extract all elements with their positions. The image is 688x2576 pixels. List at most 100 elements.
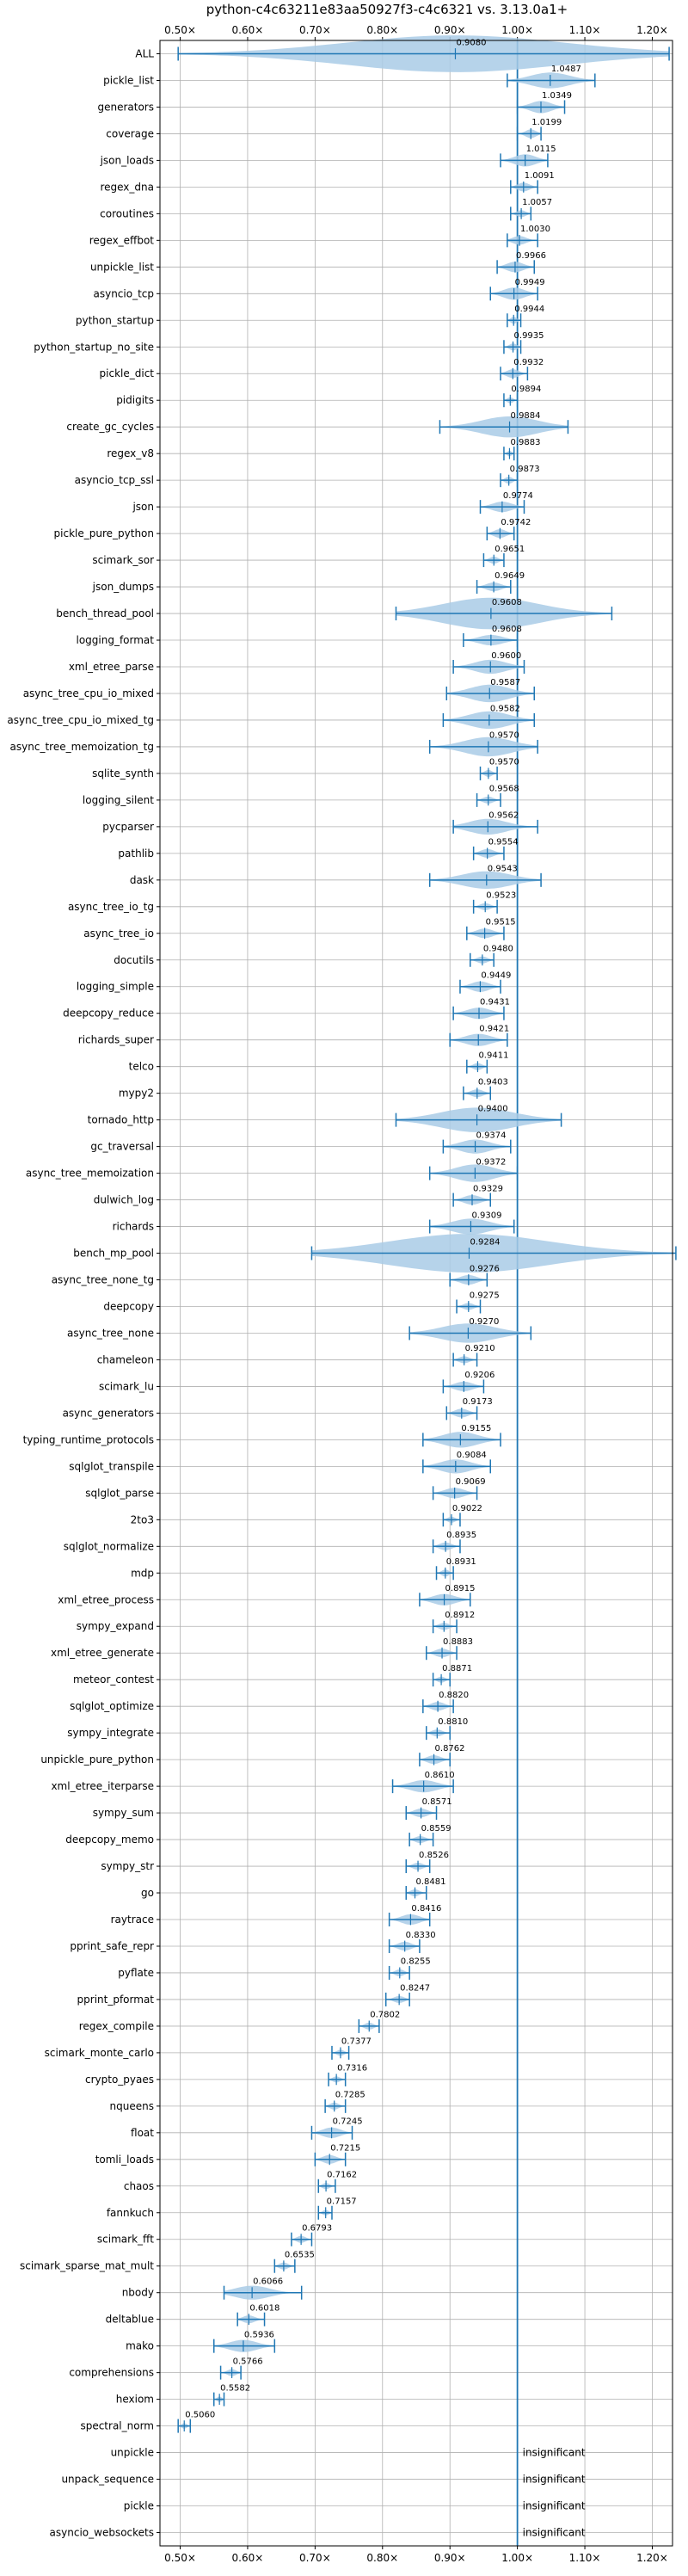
value-label: 0.9873 <box>510 465 540 474</box>
value-label: 0.9431 <box>480 998 510 1008</box>
value-label: 0.8610 <box>425 1771 455 1780</box>
y-tick-label: mypy2 <box>119 1088 154 1100</box>
y-tick-label: async_generators <box>63 1407 154 1419</box>
y-tick-label: tomli_loads <box>95 2154 154 2166</box>
value-label: 1.0199 <box>531 118 562 127</box>
y-tick-label: go <box>141 1887 154 1899</box>
y-tick-label: fannkuch <box>107 2207 154 2219</box>
y-tick-label: sqlglot_parse <box>85 1487 154 1499</box>
y-tick-label: chaos <box>124 2180 154 2192</box>
y-tick-label: coroutines <box>100 207 154 219</box>
y-tick-label: crypto_pyaes <box>85 2074 154 2086</box>
value-label: 0.9554 <box>488 838 519 847</box>
value-label: 1.0115 <box>526 145 556 154</box>
y-tick-label: scimark_sparse_mat_mult <box>20 2260 154 2272</box>
y-tick-label: scimark_fft <box>97 2234 154 2246</box>
y-tick-label: pyflate <box>118 1967 154 1979</box>
y-tick-label: pprint_safe_repr <box>70 1940 154 1952</box>
y-tick-label: async_tree_cpu_io_mixed_tg <box>7 714 154 726</box>
value-label: 0.9210 <box>465 1344 495 1353</box>
value-label: 0.9515 <box>486 918 516 927</box>
value-label: 0.7245 <box>333 2117 363 2127</box>
insignificant-label: insignificant <box>523 2500 586 2512</box>
plot-frame <box>159 40 673 2547</box>
value-label: 0.9206 <box>464 1371 494 1380</box>
y-tick-label: async_tree_io <box>83 927 154 940</box>
value-label: 0.9270 <box>469 1317 499 1327</box>
x-tick-label-top: 0.70× <box>299 24 331 36</box>
y-tick-label: logging_format <box>76 634 154 646</box>
value-label: 0.9570 <box>489 758 519 767</box>
y-tick-label: docutils <box>114 954 154 966</box>
value-label: 0.8571 <box>422 1797 452 1807</box>
y-tick-label: richards <box>113 1221 154 1233</box>
x-tick-label-bottom: 1.00× <box>501 2552 533 2564</box>
y-tick-label: sqlglot_normalize <box>64 1540 154 1552</box>
y-tick-label: xml_etree_parse <box>69 661 154 673</box>
value-label: 0.9742 <box>501 518 531 527</box>
y-tick-label: xml_etree_iterparse <box>51 1780 154 1792</box>
y-tick-label: sqlglot_optimize <box>70 1700 154 1712</box>
value-label: 1.0349 <box>542 91 572 101</box>
value-label: 0.9480 <box>483 945 513 954</box>
value-label: 0.9523 <box>486 891 516 901</box>
y-tick-label: unpickle <box>111 2447 154 2459</box>
value-label: 0.7377 <box>341 2037 372 2047</box>
y-tick-label: deepcopy_memo <box>65 1833 154 1846</box>
value-label: 0.9400 <box>478 1104 508 1113</box>
y-tick-label: pickle_list <box>103 74 154 86</box>
y-tick-label: regex_dna <box>100 181 154 193</box>
y-tick-label: unpickle_list <box>90 261 154 273</box>
value-label: 1.0057 <box>522 198 552 207</box>
value-label: 0.8810 <box>438 1717 468 1727</box>
value-label: 0.9944 <box>514 305 544 314</box>
x-tick-label-bottom: 0.60× <box>232 2552 264 2564</box>
y-tick-label: meteor_contest <box>73 1673 154 1685</box>
value-label: 0.8255 <box>401 1957 431 1967</box>
x-tick-label-top: 1.20× <box>636 24 668 36</box>
y-tick-label: spectral_norm <box>80 2420 154 2432</box>
value-label: 0.9421 <box>479 1024 509 1033</box>
y-tick-label: asyncio_websockets <box>50 2527 154 2539</box>
value-label: 0.5582 <box>220 2383 250 2393</box>
y-tick-label: nqueens <box>110 2100 154 2112</box>
y-tick-label: pidigits <box>116 394 154 406</box>
value-label: 0.8931 <box>446 1557 476 1567</box>
x-tick-label-top: 1.00× <box>501 24 533 36</box>
y-tick-label: mdp <box>131 1567 154 1579</box>
y-tick-label: async_tree_cpu_io_mixed <box>23 687 154 699</box>
y-tick-label: unpack_sequence <box>61 2474 154 2486</box>
y-tick-label: regex_v8 <box>107 447 154 459</box>
value-label: 0.9022 <box>452 1504 482 1513</box>
y-tick-label: json <box>132 501 154 513</box>
y-tick-label: dask <box>130 874 154 886</box>
y-tick-label: comprehensions <box>69 2367 154 2379</box>
y-tick-label: logging_silent <box>83 794 154 806</box>
value-label: 0.9403 <box>478 1077 508 1087</box>
value-label: 0.9884 <box>511 411 541 421</box>
value-label: 0.5060 <box>185 2410 215 2419</box>
y-tick-label: raytrace <box>111 1914 154 1926</box>
value-label: 0.9372 <box>476 1157 506 1167</box>
y-tick-label: scimark_sor <box>92 554 154 566</box>
y-tick-label: json_dumps <box>92 581 154 593</box>
value-label: 0.8883 <box>443 1637 473 1647</box>
value-label: 1.0030 <box>520 225 550 234</box>
label-layer: 0.50× 0.50× 0.60× 0.60× 0.70× 0.70× 0.80× 0.80×… <box>7 24 667 2564</box>
value-label: 0.9284 <box>470 1237 500 1247</box>
y-tick-label: richards_super <box>78 1034 154 1046</box>
x-tick-label-top: 1.10× <box>569 24 601 36</box>
y-tick-label: pprint_pformat <box>77 1994 155 2006</box>
y-tick-label: float <box>131 2127 154 2139</box>
y-tick-label: async_tree_memoization_tg <box>10 741 154 753</box>
y-tick-label: 2to3 <box>131 1513 154 1525</box>
y-tick-label: chameleon <box>97 1353 154 1365</box>
y-tick-label: async_tree_none <box>67 1327 154 1339</box>
value-label: 0.5936 <box>244 2330 274 2339</box>
y-tick-label: json_loads <box>100 154 154 166</box>
value-label: 0.9275 <box>470 1291 500 1300</box>
value-label: 0.9608 <box>492 598 522 607</box>
y-tick-label: ALL <box>135 47 154 59</box>
value-label: 0.8935 <box>446 1531 476 1540</box>
y-tick-label: pickle <box>124 2500 154 2512</box>
